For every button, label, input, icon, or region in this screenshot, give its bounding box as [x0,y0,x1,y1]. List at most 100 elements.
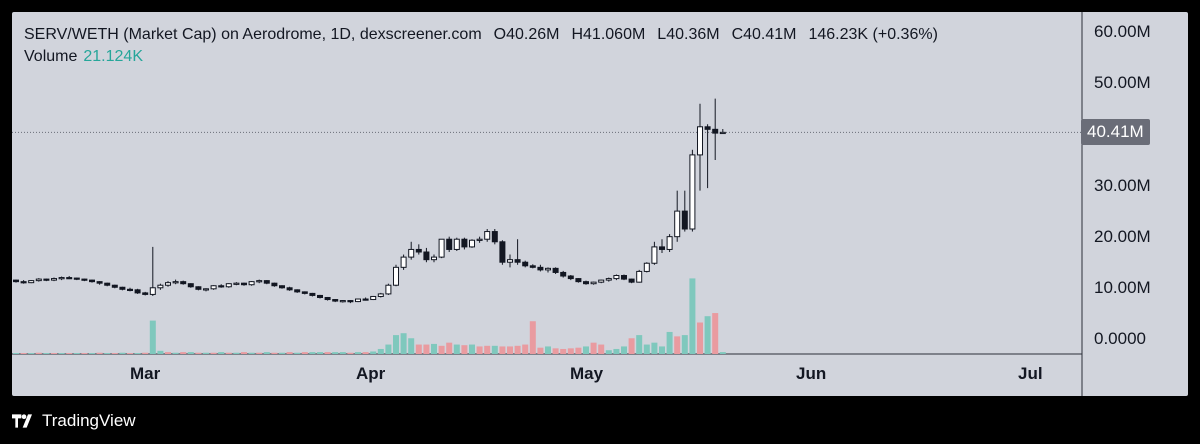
candle-body [514,259,521,263]
candle-body [58,277,65,280]
volume-bar [499,346,506,354]
volume-bar [332,352,339,354]
candle-body [590,281,597,285]
volume-bar [172,352,179,354]
volume-bar [279,352,285,354]
candle-body [13,279,19,283]
candle-body [324,296,331,301]
candle-body [583,281,589,285]
volume-bar [659,346,665,354]
candle-body [719,131,726,135]
candlestick-chart[interactable] [12,12,1188,396]
candle-body [301,291,308,294]
volume-bar [28,353,35,354]
candle-body [317,294,323,298]
volume-bar [294,352,301,354]
candle-body [165,282,171,286]
volume-bar [309,352,316,354]
volume-bar [613,348,620,354]
volume-bar [58,353,65,354]
volume-bar [537,347,544,354]
volume-bar [560,348,567,354]
volume-value: 21.124K [83,48,143,65]
volume-bar [203,352,209,354]
volume-bar [89,353,95,354]
volume-bar [415,344,422,354]
candle-body [241,282,247,286]
candle-body [469,239,475,248]
volume-bar [241,352,247,354]
volume-bar [674,336,681,354]
candle-body [529,265,536,268]
candle-body [476,238,483,241]
volume-bar [20,353,27,354]
candle-body [461,238,468,248]
candle-body [621,275,627,280]
volume-bar [628,338,635,354]
candle-body [279,285,285,289]
candle-body [438,238,445,258]
candle-body [225,283,232,288]
candle-body [575,278,582,283]
candle-body [689,154,696,230]
volume-bar [552,348,559,354]
candle-body [210,285,217,290]
price-tick-label: 60.00M [1094,22,1151,42]
volume-bar [507,346,513,354]
volume-bar [423,344,430,354]
chart-panel: SERV/WETH (Market Cap) on Aerodrome, 1D,… [12,12,1188,396]
volume-bar [119,352,126,354]
volume-bar [643,344,650,354]
candle-body [377,293,384,297]
volume-bar [651,342,658,354]
candle-body [309,292,316,296]
volume-bar [104,353,111,354]
volume-bar [317,352,323,354]
high-value: H41.060M [571,26,646,43]
candle-body [613,275,620,280]
volume-bar [590,342,597,354]
candle-body [149,287,156,295]
volume-bar [51,353,57,354]
candle-body [286,287,293,291]
volume-bar [438,345,445,354]
volume-bar [400,333,407,354]
candle-body [28,280,35,284]
volume-bar [165,352,171,354]
candle-body [248,281,255,286]
volume-bar [187,352,194,354]
candle-body [35,278,42,282]
candle-body [507,259,513,263]
time-tick-label: Jul [1018,364,1043,383]
candle-body [545,267,551,271]
candle-body [431,256,437,261]
volume-bar [697,322,703,354]
footer-brand[interactable]: TradingView [42,411,136,430]
candle-body [51,278,57,281]
volume-bar [567,348,574,354]
candle-body [195,286,202,290]
volume-bar [453,344,460,354]
candle-body [651,246,658,264]
volume-bar [43,353,50,354]
volume-bar [681,335,688,354]
volume-bar [195,352,202,354]
volume-bar [73,353,80,354]
candle-body [134,289,141,294]
low-value: L40.36M [657,26,720,43]
volume-bar [111,353,118,354]
time-tick-label: Jun [796,364,827,383]
time-tick-label: May [570,364,604,383]
price-tick-label: 0.0000 [1094,328,1146,348]
volume-bar [134,353,141,354]
price-tick-label: 10.00M [1094,277,1151,297]
candle-body [522,261,529,267]
last-price-badge: 40.41M [1081,119,1150,146]
volume-bar [355,352,361,354]
candle-body [628,278,635,283]
price-tick-label: 50.00M [1094,73,1151,93]
candle-body [636,270,643,283]
volume-bar [96,352,103,354]
candle-body [674,210,681,238]
volume-bar [484,345,491,354]
